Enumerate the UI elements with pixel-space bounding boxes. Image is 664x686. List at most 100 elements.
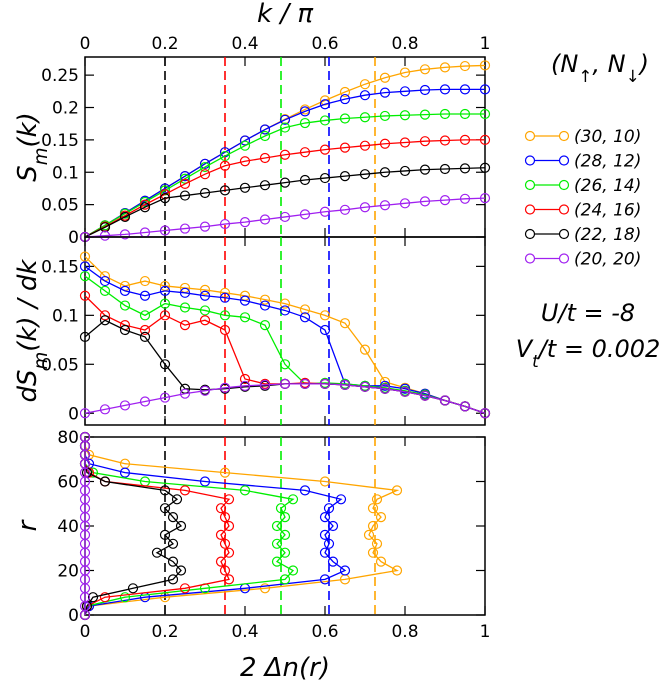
marker <box>359 202 371 213</box>
marker <box>99 285 111 296</box>
marker <box>359 169 371 180</box>
x-tick-label: 0.6 <box>311 622 338 642</box>
legend-label: (26, 14) <box>574 176 641 196</box>
marker <box>159 359 171 370</box>
marker <box>319 310 331 321</box>
y-tick-label: 60 <box>57 473 79 493</box>
marker <box>339 86 351 98</box>
marker <box>339 318 351 329</box>
marker <box>87 592 99 603</box>
marker <box>319 172 331 184</box>
marker <box>279 298 291 309</box>
marker <box>371 494 383 505</box>
marker <box>179 302 191 313</box>
marker <box>199 290 211 301</box>
y-tick-label: 0 <box>68 606 79 626</box>
marker <box>159 225 171 236</box>
legend-title-part: ↑ <box>578 66 592 86</box>
marker <box>399 67 411 78</box>
x-tick-label: 1 <box>480 34 491 54</box>
marker <box>179 320 191 331</box>
marker <box>367 520 379 532</box>
marker <box>379 72 391 83</box>
marker <box>339 113 351 124</box>
legend-marker <box>524 228 536 240</box>
y-axis-label: dSm(k) / dk <box>13 259 52 403</box>
marker <box>159 503 171 514</box>
y-axis-label: Sm(k) <box>13 112 52 182</box>
marker <box>219 565 231 576</box>
marker <box>319 574 331 585</box>
annotation-part: /t = 0.002 <box>537 335 661 363</box>
marker <box>119 285 131 296</box>
y-tick-label: 0.15 <box>41 131 79 151</box>
marker <box>259 294 271 305</box>
legend-marker <box>524 253 536 264</box>
marker <box>159 193 171 204</box>
marker <box>299 147 311 158</box>
x-tick-label: 0.2 <box>151 622 178 642</box>
legend-marker <box>558 204 570 215</box>
marker <box>319 115 331 126</box>
annotation: U/t = -8 <box>541 299 635 327</box>
marker <box>479 108 491 120</box>
legend-marker <box>524 130 536 142</box>
marker <box>139 310 151 321</box>
marker <box>479 408 491 419</box>
marker <box>215 503 227 514</box>
marker <box>319 144 331 155</box>
marker <box>279 177 291 188</box>
marker <box>259 583 271 594</box>
plot-frame <box>84 436 486 616</box>
marker <box>119 229 131 240</box>
x-tick-label: 0 <box>80 622 91 642</box>
marker <box>79 261 91 272</box>
marker <box>479 60 491 71</box>
marker <box>439 163 451 175</box>
marker <box>319 99 331 110</box>
legend-label: (28, 12) <box>574 152 641 172</box>
marker <box>339 565 351 576</box>
marker <box>271 556 283 567</box>
marker <box>439 84 451 95</box>
y-tick-label: 0.15 <box>41 257 79 277</box>
marker <box>119 324 131 336</box>
marker <box>199 284 211 295</box>
marker <box>279 378 291 389</box>
marker <box>219 292 231 303</box>
marker <box>215 556 227 567</box>
legend-marker <box>524 179 536 191</box>
series-line <box>84 275 486 414</box>
x-tick-label: 0.4 <box>231 622 258 642</box>
marker <box>299 485 311 496</box>
series-line <box>84 437 183 616</box>
marker <box>419 196 431 207</box>
marker <box>391 565 403 576</box>
marker <box>199 221 211 232</box>
marker <box>239 380 251 391</box>
marker <box>99 592 111 603</box>
marker <box>339 171 351 182</box>
legend-title-part: (N <box>551 50 578 78</box>
marker <box>119 592 131 603</box>
marker <box>359 112 371 123</box>
series-line <box>84 139 485 238</box>
y-tick-label: 0.1 <box>52 306 79 326</box>
marker <box>167 511 179 523</box>
series-line <box>84 167 486 238</box>
marker <box>179 485 191 496</box>
marker <box>79 408 91 419</box>
marker <box>399 110 411 121</box>
marker <box>139 331 151 342</box>
legend-label: (30, 10) <box>574 127 641 147</box>
marker <box>167 574 179 585</box>
marker <box>167 556 179 567</box>
marker <box>219 310 231 321</box>
marker <box>159 392 171 403</box>
marker <box>339 142 351 153</box>
legend-marker <box>558 179 570 191</box>
series-line <box>84 437 347 616</box>
marker <box>279 511 291 523</box>
marker <box>419 390 431 401</box>
series-line <box>84 197 486 238</box>
